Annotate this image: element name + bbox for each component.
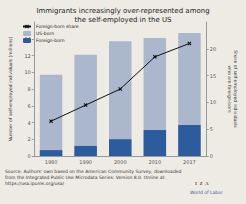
svg-text:Foreign-born: Foreign-born (36, 38, 65, 43)
svg-text:1990: 1990 (79, 159, 92, 165)
svg-text:6: 6 (28, 103, 31, 109)
svg-text:20: 20 (210, 46, 216, 52)
svg-text:10: 10 (210, 99, 216, 105)
svg-text:12: 12 (24, 53, 30, 59)
svg-text:Number of self-employed indivi: Number of self-employed individuals (mil… (8, 36, 13, 141)
svg-text:0: 0 (28, 153, 31, 159)
svg-text:10: 10 (24, 69, 30, 75)
svg-text:5: 5 (210, 126, 213, 132)
svg-text:Source: Authors' own based on: Source: Authors' own based on the Americ… (5, 169, 182, 174)
svg-text:https://usa.ipums.org/usa/: https://usa.ipums.org/usa/ (5, 181, 64, 186)
svg-text:Foreign-born share: Foreign-born share (36, 24, 79, 29)
svg-text:from the Integrated Public Use: from the Integrated Public Use Microdata… (5, 175, 166, 180)
svg-text:2010: 2010 (148, 159, 161, 165)
svg-text:1980: 1980 (45, 159, 58, 165)
svg-text:who are foreign-born: who are foreign-born (227, 65, 232, 112)
svg-text:the self-employed in the US: the self-employed in the US (74, 16, 172, 24)
svg-text:8: 8 (28, 86, 31, 92)
svg-text:0: 0 (210, 153, 213, 159)
svg-text:US-born: US-born (36, 31, 54, 36)
svg-text:15: 15 (210, 73, 216, 79)
svg-text:World of Labor: World of Labor (190, 190, 223, 195)
svg-text:4: 4 (28, 120, 31, 126)
svg-text:2017: 2017 (183, 159, 196, 165)
svg-text:Immigrants increasingly over-r: Immigrants increasingly over-represented… (36, 7, 209, 15)
svg-text:I Z A: I Z A (195, 181, 209, 186)
svg-text:Share of self-employed individ: Share of self-employed individuals (233, 50, 238, 128)
svg-text:2000: 2000 (114, 159, 127, 165)
svg-text:2: 2 (28, 136, 31, 142)
